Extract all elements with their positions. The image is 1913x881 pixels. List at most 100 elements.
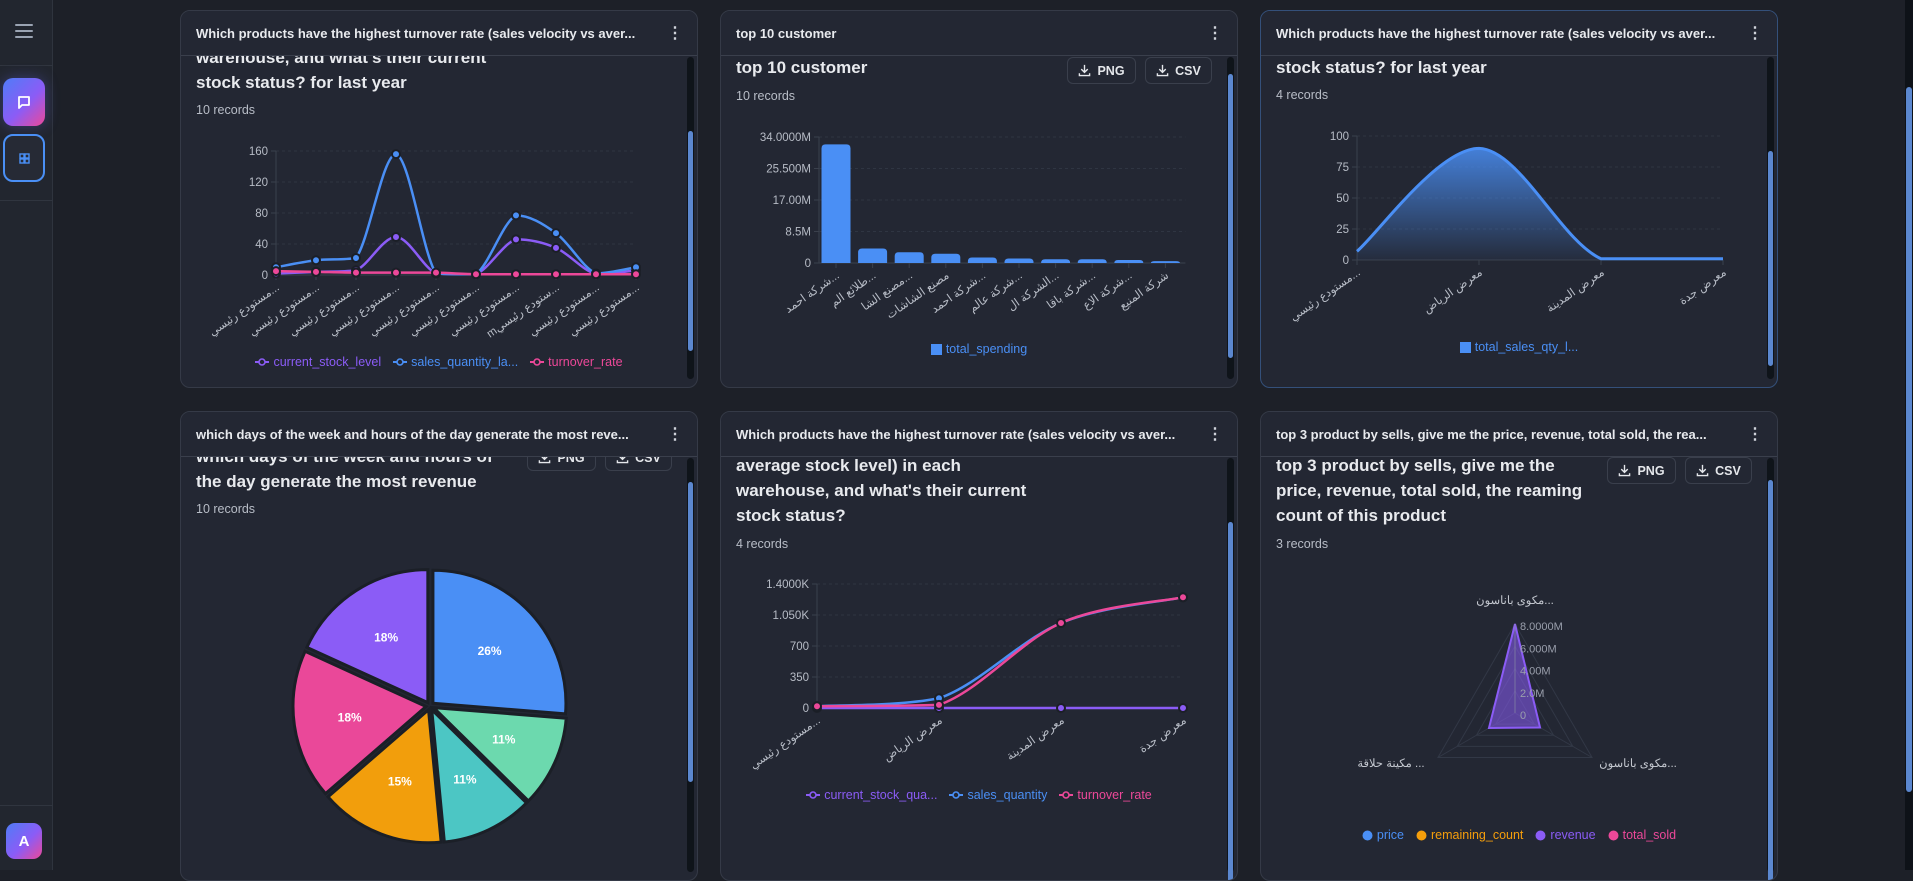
card-scrollbar[interactable]	[1767, 458, 1774, 880]
data-point[interactable]	[1056, 703, 1066, 713]
card-scrollbar-thumb[interactable]	[1768, 480, 1773, 880]
data-point[interactable]	[812, 701, 822, 712]
download-csv-button[interactable]: CSV	[1145, 57, 1212, 84]
card-scrollbar[interactable]	[1767, 57, 1774, 379]
legend-item[interactable]: turnover_rate	[530, 355, 623, 369]
series-line[interactable]	[1356, 146, 1723, 261]
data-point[interactable]	[311, 255, 321, 266]
series-line[interactable]	[275, 235, 637, 276]
legend-item[interactable]: current_stock_level	[255, 355, 381, 369]
pie-slice[interactable]	[431, 568, 568, 716]
bar[interactable]	[1041, 259, 1071, 263]
bar[interactable]	[1004, 258, 1034, 263]
hamburger-menu-icon[interactable]	[15, 24, 33, 38]
data-point[interactable]	[471, 269, 481, 280]
data-point[interactable]	[391, 149, 401, 160]
data-point[interactable]	[631, 269, 641, 280]
chat-nav-button[interactable]	[3, 78, 45, 126]
legend-item[interactable]: revenue	[1535, 828, 1596, 842]
more-options-icon[interactable]: ⋮	[1207, 426, 1223, 443]
legend-item[interactable]: price	[1362, 828, 1404, 842]
card-content: top 10 customer 10 records PNG CSV 0 8.5M 17.0…	[721, 56, 1237, 387]
pie-slice[interactable]	[291, 649, 429, 796]
data-point[interactable]	[391, 267, 401, 278]
data-point[interactable]	[391, 232, 401, 243]
download-csv-button[interactable]: CSV	[605, 457, 672, 471]
data-point[interactable]	[311, 266, 321, 277]
more-options-icon[interactable]: ⋮	[667, 426, 683, 443]
data-point[interactable]	[934, 699, 944, 710]
legend-label: remaining_count	[1430, 828, 1524, 842]
y-tick-label: 120	[249, 177, 268, 189]
data-point[interactable]	[551, 228, 561, 239]
bar[interactable]	[1150, 261, 1180, 263]
data-point[interactable]	[1056, 617, 1066, 628]
download-csv-label: CSV	[1715, 463, 1741, 478]
bar[interactable]	[894, 252, 924, 263]
data-point[interactable]	[551, 269, 561, 280]
card-scrollbar-thumb[interactable]	[688, 131, 693, 351]
dashboard-nav-button[interactable]	[3, 134, 45, 182]
series-line[interactable]	[816, 596, 1184, 708]
data-point[interactable]	[511, 269, 521, 280]
download-png-button[interactable]: PNG	[1607, 457, 1676, 484]
download-png-button[interactable]: PNG	[527, 457, 596, 471]
series-line[interactable]	[816, 596, 1184, 708]
data-point[interactable]	[591, 269, 601, 280]
data-point[interactable]	[351, 252, 361, 263]
legend-item[interactable]: sales_quantity	[949, 788, 1047, 802]
user-avatar[interactable]: A	[6, 823, 42, 859]
data-point[interactable]	[551, 242, 561, 253]
data-point[interactable]	[271, 266, 281, 277]
legend-item[interactable]: current_stock_qua...	[806, 788, 937, 802]
bar[interactable]	[931, 253, 961, 263]
legend-item[interactable]: total_sales_qty_l...	[1459, 340, 1578, 354]
pie-slice[interactable]	[429, 705, 568, 804]
card-scrollbar-thumb[interactable]	[1228, 74, 1233, 358]
x-tick-label: مصنع الشاشات	[884, 269, 952, 322]
series-line[interactable]	[275, 152, 637, 276]
radar-tick-label: 0	[1520, 710, 1526, 722]
card-scrollbar[interactable]	[1227, 57, 1234, 379]
data-point[interactable]	[511, 210, 521, 221]
legend-item[interactable]: total_sold	[1608, 828, 1676, 842]
card-scrollbar-thumb[interactable]	[1228, 522, 1233, 880]
data-point[interactable]	[1178, 592, 1188, 603]
more-options-icon[interactable]: ⋮	[1747, 25, 1763, 42]
more-options-icon[interactable]: ⋮	[667, 25, 683, 42]
download-csv-button[interactable]: CSV	[1685, 457, 1752, 484]
pie-slice[interactable]	[304, 568, 430, 705]
series-line[interactable]	[275, 269, 636, 276]
data-point[interactable]	[1178, 703, 1188, 713]
data-point[interactable]	[431, 267, 441, 278]
legend-item[interactable]: sales_quantity_la...	[393, 355, 518, 369]
chart-canvas: 0 350 700 1.050K 1.4000K مستودع رئيسي... معرض …	[748, 579, 1189, 772]
data-point[interactable]	[511, 234, 521, 245]
pie-slice[interactable]	[325, 706, 443, 845]
radar-tick-label: 2.0M	[1520, 688, 1544, 700]
bar[interactable]	[821, 144, 851, 263]
card-scrollbar[interactable]	[687, 458, 694, 872]
bar[interactable]	[967, 257, 997, 263]
card-scrollbar-thumb[interactable]	[1768, 151, 1773, 366]
bar[interactable]	[1077, 259, 1107, 263]
legend-label: sales_quantity	[967, 788, 1048, 802]
more-options-icon[interactable]: ⋮	[1747, 426, 1763, 443]
y-tick-label: 0	[803, 703, 809, 715]
card-scrollbar[interactable]	[687, 57, 694, 379]
data-point[interactable]	[351, 267, 361, 278]
card-scrollbar[interactable]	[1227, 458, 1234, 880]
more-options-icon[interactable]: ⋮	[1207, 25, 1223, 42]
download-png-button[interactable]: PNG	[1067, 57, 1136, 84]
bar[interactable]	[858, 248, 888, 263]
page-scrollbar-thumb[interactable]	[1906, 87, 1912, 792]
legend-item[interactable]: total_spending	[930, 342, 1027, 356]
card-scrollbar-thumb[interactable]	[688, 482, 693, 782]
bar[interactable]	[1114, 260, 1144, 263]
chart-canvas: مكوى باناسون... مكوى باناسون... مكينة حلاق…	[1357, 594, 1676, 770]
legend-item[interactable]: remaining_count	[1416, 828, 1523, 842]
legend-item[interactable]: turnover_rate	[1059, 788, 1152, 802]
pie-slice[interactable]	[429, 705, 529, 844]
chart-legend: current_stock_qua... sales_quantity turnov…	[721, 788, 1237, 802]
page-scrollbar[interactable]	[1905, 0, 1913, 870]
